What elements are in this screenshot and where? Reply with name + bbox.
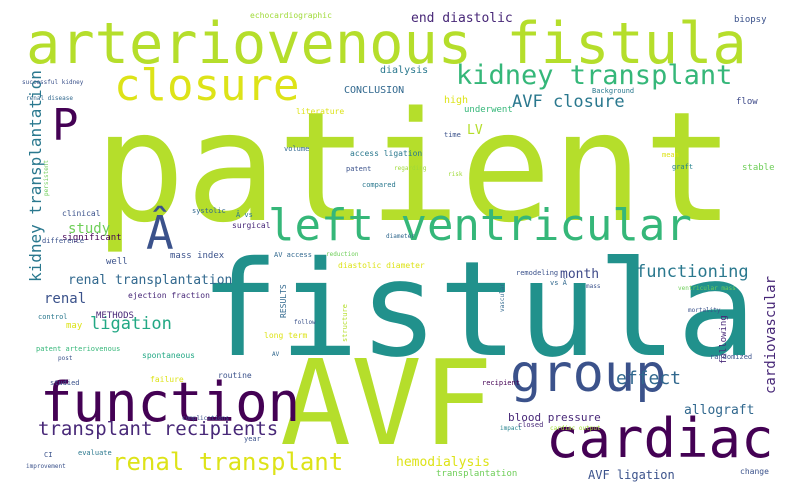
word-diastolic-diameter: diastolic diameter bbox=[338, 261, 425, 270]
word-renal-transplant: renal transplant bbox=[112, 448, 344, 476]
word-surgical: surgical bbox=[232, 221, 271, 230]
word-blood-pressure: blood pressure bbox=[508, 411, 601, 424]
word-renal-transplantation: renal transplantation bbox=[68, 273, 233, 288]
word-kidney-transplant: kidney transplant bbox=[456, 60, 733, 91]
word-renal: renal bbox=[44, 291, 87, 307]
word-high: high bbox=[444, 95, 469, 106]
word-av: AV bbox=[272, 351, 280, 358]
word-fistula: fistula bbox=[200, 233, 757, 387]
word-study: study bbox=[68, 221, 111, 237]
word-p: P bbox=[52, 100, 79, 151]
word-conclusion: CONCLUSION bbox=[344, 85, 405, 96]
word-systolic: systolic bbox=[192, 207, 226, 215]
word-renal-disease: renal disease bbox=[26, 95, 73, 102]
word-failure: failure bbox=[150, 375, 184, 384]
word-allograft: allograft bbox=[684, 403, 755, 418]
word-routine: routine bbox=[218, 371, 252, 380]
word-change: change bbox=[740, 467, 769, 476]
word-difference: difference bbox=[42, 237, 85, 245]
word-persistent: persistent bbox=[43, 159, 50, 196]
word-results: RESULTS bbox=[279, 284, 288, 318]
word-mass: mass bbox=[586, 283, 601, 290]
word-cardiac: cardiac bbox=[546, 407, 774, 470]
word-cardiovascular: cardiovascular bbox=[763, 275, 779, 394]
word-transplantation: transplantation bbox=[436, 469, 518, 479]
word-avf-closure: AVF closure bbox=[512, 92, 625, 112]
word-vs-a: vs Â bbox=[550, 279, 567, 287]
word-significant: significant bbox=[62, 233, 122, 243]
word-mortality: mortality bbox=[688, 307, 721, 314]
word-cardiac-output: cardiac output bbox=[550, 425, 601, 432]
word-diameter: diameter bbox=[386, 233, 415, 240]
word-closure: closure bbox=[114, 60, 300, 111]
word-hemodialysis: hemodialysis bbox=[396, 455, 490, 470]
word-transplant-recipients: transplant recipients bbox=[38, 418, 279, 440]
word-avf: AVF bbox=[280, 334, 494, 472]
word-improvement: improvement bbox=[26, 463, 66, 470]
word-stable: stable bbox=[742, 163, 775, 173]
word-literature: literature bbox=[296, 107, 345, 116]
word-evaluate: evaluate bbox=[78, 449, 112, 457]
word-underwent: underwent bbox=[464, 105, 513, 115]
word-background: Background bbox=[592, 87, 635, 95]
word-patient: patient bbox=[94, 79, 735, 256]
word-avf-ligation: AVF ligation bbox=[588, 468, 675, 482]
word-vascular: vascular bbox=[499, 283, 506, 312]
word-may: may bbox=[66, 321, 83, 331]
word-ejection-fraction: ejection fraction bbox=[128, 291, 210, 300]
word-follow: follow bbox=[294, 319, 316, 326]
word-methods: METHODS bbox=[96, 311, 134, 321]
word-time: time bbox=[444, 131, 461, 139]
word-functioning: functioning bbox=[636, 262, 749, 282]
word-access-ligation: access ligation bbox=[350, 149, 423, 158]
word-patent-arteriovenous: patent arteriovenous bbox=[36, 345, 121, 353]
word-lv: LV bbox=[467, 123, 483, 138]
word-left-ventricular: left ventricular bbox=[268, 200, 692, 251]
word-mass-index: mass index bbox=[170, 251, 225, 261]
word-long-term: long term bbox=[264, 331, 308, 340]
word-regarding: regarding bbox=[394, 165, 427, 172]
word-a-hat: Â bbox=[146, 206, 174, 260]
word-patent: patent bbox=[346, 165, 372, 173]
word-ci: CI bbox=[44, 451, 53, 459]
word-av-access: AV access bbox=[274, 251, 312, 259]
word-control: control bbox=[38, 313, 68, 321]
word-closed: closed bbox=[518, 421, 544, 429]
word-ventricular-mass: ventricular mass bbox=[678, 285, 736, 292]
word-function: function bbox=[40, 371, 301, 434]
word-recipient: recipient bbox=[482, 379, 520, 387]
word-echocardiographic: echocardiographic bbox=[250, 11, 332, 20]
word-effect: effect bbox=[616, 368, 682, 389]
word-year: year bbox=[244, 435, 261, 443]
word-ligation: ligation bbox=[90, 314, 172, 334]
word-remodeling: remodeling bbox=[516, 269, 559, 277]
word-well: well bbox=[106, 257, 128, 267]
word-clinical: clinical bbox=[62, 209, 101, 218]
word-volume: volume bbox=[284, 145, 310, 153]
word-a-vs: Â vs bbox=[236, 211, 253, 219]
word-spontaneous: spontaneous bbox=[142, 351, 195, 360]
word-complications: complications bbox=[182, 415, 229, 422]
word-successful-kidney: successful kidney bbox=[22, 79, 84, 86]
word-group: group bbox=[510, 344, 667, 404]
word-dialysis: dialysis bbox=[380, 65, 429, 76]
word-studied: studied bbox=[50, 379, 80, 387]
word-reduction: reduction bbox=[326, 251, 359, 258]
word-compared: compared bbox=[362, 181, 396, 189]
word-post: post bbox=[58, 355, 73, 362]
word-end-diastolic: end diastolic bbox=[411, 11, 513, 26]
word-risk: risk bbox=[448, 171, 463, 178]
word-randomized: randomized bbox=[710, 353, 753, 361]
word-graft: graft bbox=[672, 163, 694, 171]
word-arteriovenous-fistula: arteriovenous fistula bbox=[26, 11, 747, 77]
word-biopsy: biopsy bbox=[734, 15, 767, 25]
word-mean: mean bbox=[662, 151, 679, 159]
word-structure: structure bbox=[341, 304, 349, 342]
word-month: month bbox=[560, 267, 600, 282]
word-impact: impact bbox=[500, 425, 522, 432]
word-flow: flow bbox=[736, 97, 758, 107]
